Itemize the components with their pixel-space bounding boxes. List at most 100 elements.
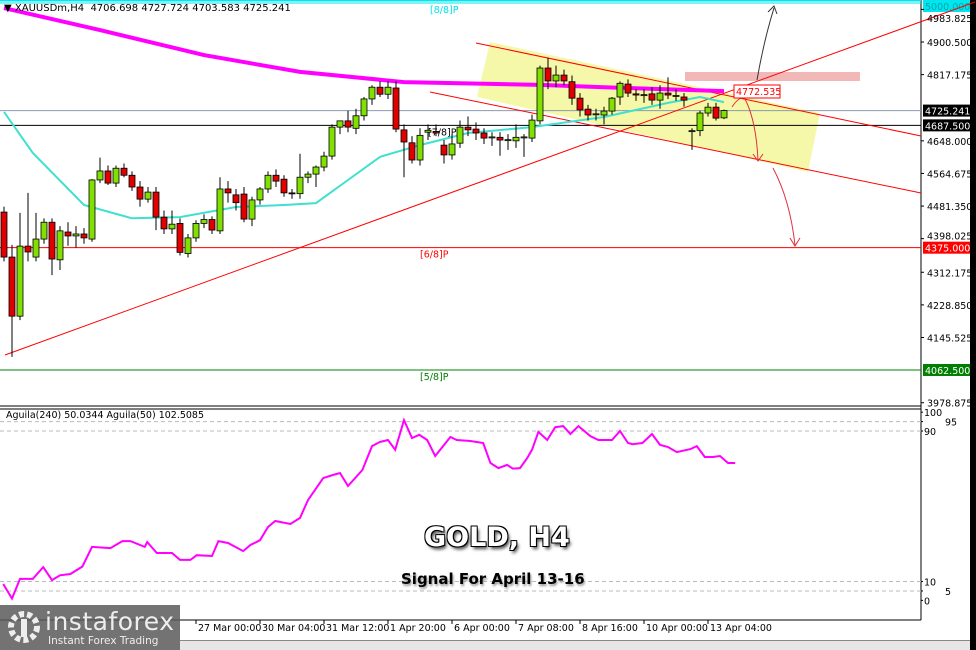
candle: [256, 187, 264, 205]
candle: [448, 134, 456, 160]
time-tick-label: 31 Mar 12:00: [326, 623, 389, 634]
candle-body: [120, 167, 128, 176]
candle: [16, 212, 24, 321]
candle: [464, 116, 472, 137]
candle-body: [424, 129, 432, 133]
aguila-line: [2, 417, 736, 601]
candle-body: [168, 223, 176, 230]
price-tick-label: 4398.025: [927, 232, 972, 243]
candle: [664, 77, 672, 99]
candle: [72, 226, 80, 248]
candle: [336, 120, 344, 135]
candle: [344, 110, 352, 133]
target-price-label: 4772.535: [736, 87, 781, 98]
price-tag-bg: [923, 119, 970, 132]
candle-body: [136, 186, 144, 200]
candle: [112, 165, 120, 188]
candle: [632, 89, 640, 101]
price-tick-label: 4817.175: [927, 71, 972, 82]
candle: [184, 233, 192, 258]
candle-body: [600, 110, 608, 116]
candle-body: [536, 67, 544, 122]
time-tick-label: 8 Apr 16:00: [582, 623, 638, 634]
chart-tabs-bar[interactable]: [180, 640, 970, 650]
candle-body: [592, 113, 600, 116]
candle: [648, 87, 656, 105]
candle-body: [16, 245, 24, 317]
candle: [320, 151, 328, 172]
candle-body: [352, 115, 360, 129]
candle: [128, 171, 136, 191]
header-arrow-icon[interactable]: ▼: [4, 3, 12, 14]
window-frame-right: [970, 0, 976, 650]
candle-body: [496, 136, 504, 141]
candle: [168, 210, 176, 234]
candle-body: [576, 97, 584, 111]
candle-body: [504, 139, 512, 142]
candle: [656, 85, 664, 109]
candle-body: [72, 233, 80, 237]
time-tick-label: 27 Mar 00:00: [198, 623, 261, 634]
candle-body: [256, 188, 264, 201]
indicator-tick-label: 100: [924, 408, 942, 419]
candle-body: [544, 67, 552, 82]
candle: [584, 104, 592, 121]
price-tag: 4725.241: [925, 107, 970, 118]
candle-body: [696, 112, 704, 132]
price-tick-label: 4145.525: [927, 333, 972, 344]
indicator-tick-label: 0: [924, 596, 930, 607]
time-tick-label: 10 Apr 00:00: [646, 623, 708, 634]
candle: [504, 134, 512, 150]
candle: [472, 122, 480, 141]
candle-body: [8, 256, 16, 317]
candle-body: [344, 120, 352, 128]
gear-logo-icon: [8, 611, 40, 643]
candle-body: [272, 174, 280, 182]
price-tag: 4375.000: [925, 244, 970, 255]
candle: [408, 136, 416, 164]
candle-body: [568, 81, 576, 99]
price-tick-label: 4983.825: [927, 14, 972, 25]
candle-body: [376, 86, 384, 95]
candle-body: [632, 93, 640, 96]
candle: [272, 169, 280, 188]
candle: [536, 65, 544, 125]
candle-body: [296, 176, 304, 195]
candle: [640, 89, 648, 103]
candle-body: [80, 233, 88, 239]
candle: [376, 81, 384, 97]
candle: [456, 120, 464, 148]
candle-body: [672, 95, 680, 97]
logo-brand: instaforex: [45, 607, 175, 636]
price-tag-bg: [923, 241, 970, 254]
candle-body: [96, 170, 104, 181]
indicator-tick-label: 10: [924, 578, 936, 589]
price-tick-label: 4228.850: [927, 301, 972, 312]
candle: [216, 177, 224, 234]
candle-body: [48, 221, 56, 260]
candle: [312, 165, 320, 188]
candle: [24, 192, 32, 262]
candle-body: [712, 106, 720, 119]
candle-body: [584, 108, 592, 116]
candle: [232, 188, 240, 211]
price-tag: 4062.500: [925, 366, 970, 377]
target-zone-box: [685, 72, 860, 81]
candle: [672, 89, 680, 101]
candle: [304, 171, 312, 184]
candle-body: [720, 110, 728, 119]
candle: [560, 69, 568, 86]
time-tick-label: 1 Apr 20:00: [390, 623, 446, 634]
candle: [88, 179, 96, 242]
candle-body: [24, 245, 32, 253]
candle-body: [328, 126, 336, 157]
time-tick-label: 13 Apr 04:00: [710, 623, 772, 634]
candle-body: [128, 174, 136, 188]
candle: [488, 132, 496, 146]
price-tick-label: 4648.000: [927, 137, 972, 148]
level-label: [5/8]P: [420, 372, 449, 383]
candle: [592, 108, 600, 121]
candle-body: [304, 173, 312, 178]
bearish-arrow-head: [789, 237, 801, 247]
